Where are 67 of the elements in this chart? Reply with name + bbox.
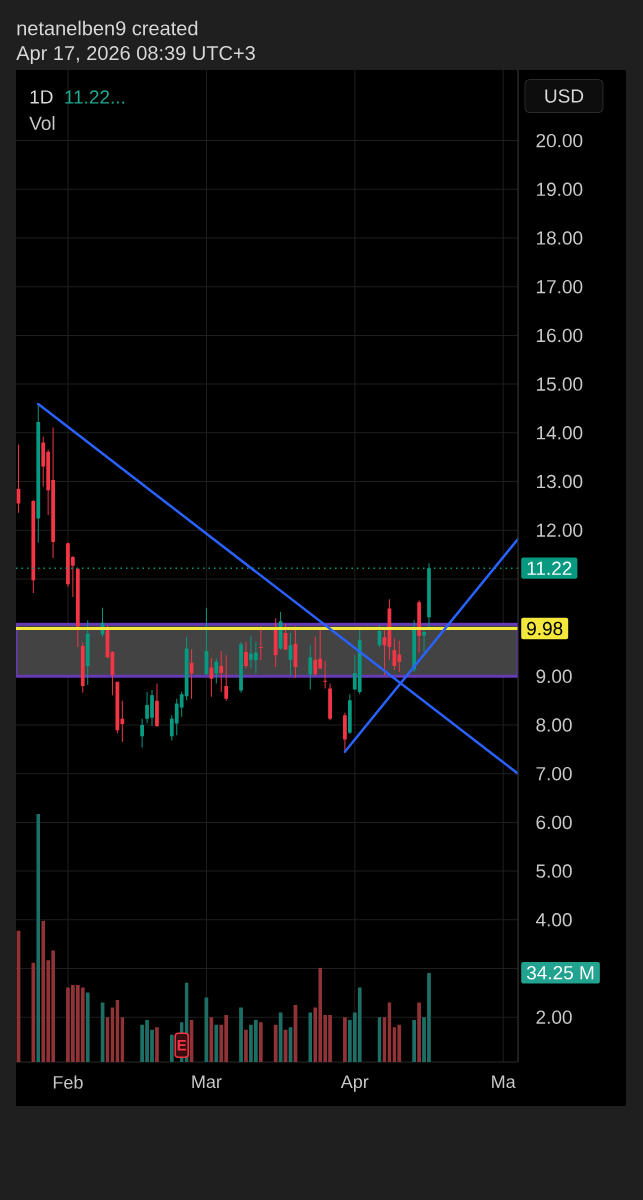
y-tick-label: 8.00 bbox=[536, 718, 572, 732]
candlestick bbox=[224, 655, 229, 701]
x-tick-label: Apr bbox=[340, 1075, 369, 1092]
candlestick bbox=[75, 568, 80, 648]
y-tick-label: 17.00 bbox=[536, 279, 583, 294]
x-tick-label: Mar bbox=[192, 1075, 222, 1089]
candlestick bbox=[392, 638, 397, 670]
y-tick-label: 20.00 bbox=[536, 133, 583, 148]
ref-line-label: 11.22 bbox=[527, 561, 572, 575]
candlestick bbox=[323, 660, 327, 689]
text: Apr 17, 2026 08:39 UTC+3 bbox=[16, 45, 255, 65]
y-tick-label: 18.00 bbox=[536, 231, 583, 245]
annotation: E bbox=[177, 1040, 187, 1051]
bar bbox=[155, 1027, 159, 1062]
y-tick-label: 19.00 bbox=[536, 182, 583, 197]
y-tick-label: 2.00 bbox=[536, 1010, 572, 1024]
candlestick bbox=[85, 620, 90, 686]
candlestick bbox=[244, 641, 248, 669]
candlestick bbox=[209, 658, 214, 697]
candlestick bbox=[140, 718, 144, 748]
candlestick bbox=[347, 694, 352, 734]
y-axis-title: USD bbox=[545, 89, 584, 103]
candlestick bbox=[273, 618, 278, 668]
candlestick bbox=[422, 630, 426, 652]
text: 1D bbox=[30, 90, 53, 104]
bar bbox=[239, 1007, 243, 1062]
bar bbox=[357, 987, 362, 1062]
candlestick bbox=[219, 650, 224, 692]
text: 11.22... bbox=[65, 90, 125, 104]
candlestick bbox=[16, 444, 21, 513]
y-tick-label: 6.00 bbox=[536, 815, 572, 830]
candlestick bbox=[239, 642, 243, 693]
annotation: Vol bbox=[29, 116, 55, 130]
bar bbox=[273, 1024, 278, 1062]
bar bbox=[328, 1014, 332, 1062]
y-tick-label: 16.00 bbox=[536, 328, 583, 343]
ref-line-label: 9.98 bbox=[527, 621, 563, 636]
text: netanelben9 created bbox=[17, 20, 198, 36]
candlestick bbox=[343, 712, 347, 752]
candlestick bbox=[155, 683, 159, 727]
candlestick bbox=[357, 629, 362, 695]
bar bbox=[397, 1024, 402, 1062]
bar bbox=[80, 987, 85, 1062]
candlestick bbox=[31, 500, 36, 594]
y-tick-label: 5.00 bbox=[536, 864, 572, 878]
text: 34.25 M bbox=[526, 965, 594, 980]
y-tick-label: 12.00 bbox=[536, 523, 583, 537]
bar bbox=[417, 1002, 421, 1062]
candlestick bbox=[80, 642, 85, 693]
x-tick-label: Feb bbox=[53, 1075, 83, 1089]
bar bbox=[412, 1019, 417, 1062]
y-tick-label: 7.00 bbox=[536, 766, 572, 781]
y-tick-label: 4.00 bbox=[535, 913, 572, 927]
x-tick-label: Ma bbox=[492, 1075, 516, 1089]
candlestick bbox=[417, 600, 421, 653]
bar bbox=[343, 1017, 347, 1062]
candlestick bbox=[328, 683, 332, 721]
candlestick bbox=[308, 645, 313, 690]
y-tick-label: 15.00 bbox=[536, 377, 583, 391]
candlestick bbox=[214, 658, 219, 684]
candlestick bbox=[36, 404, 41, 543]
bar bbox=[209, 1017, 214, 1062]
bar bbox=[214, 1024, 219, 1062]
y-tick-label: 9.00 bbox=[536, 669, 572, 684]
y-tick-label: 13.00 bbox=[536, 474, 583, 489]
bar bbox=[85, 992, 90, 1062]
y-tick-label: 14.00 bbox=[536, 426, 583, 440]
